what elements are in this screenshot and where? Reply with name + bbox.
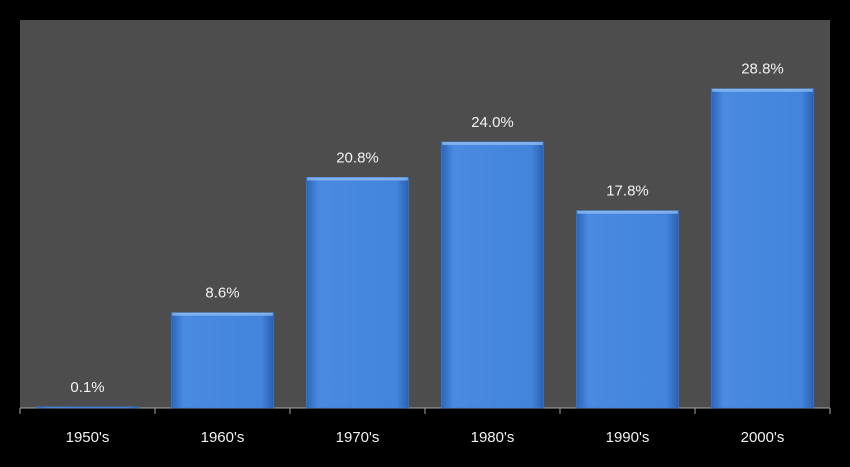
bar-bevel [307, 177, 408, 181]
plot-area [20, 20, 830, 408]
bar-bevel [712, 88, 813, 92]
value-label: 20.8% [336, 149, 379, 166]
x-tick-label: 1980's [471, 429, 515, 446]
bar [35, 406, 140, 409]
x-tick-label: 1990's [606, 429, 650, 446]
value-label: 28.8% [741, 61, 784, 78]
bar [305, 177, 410, 409]
bar [440, 141, 545, 409]
bar [170, 312, 275, 409]
x-tick-label: 2000's [741, 429, 785, 446]
bar-bevel [442, 141, 543, 145]
value-label: 17.8% [606, 183, 649, 200]
x-tick-label: 1970's [336, 429, 380, 446]
value-label: 8.6% [205, 285, 239, 302]
x-tick-label: 1960's [201, 429, 245, 446]
value-label: 24.0% [471, 114, 514, 131]
bar-bevel [577, 210, 678, 214]
bar [575, 210, 680, 409]
x-tick-label: 1950's [66, 429, 110, 446]
bar [710, 88, 815, 409]
bar-bevel [172, 312, 273, 316]
value-label: 0.1% [70, 379, 104, 396]
